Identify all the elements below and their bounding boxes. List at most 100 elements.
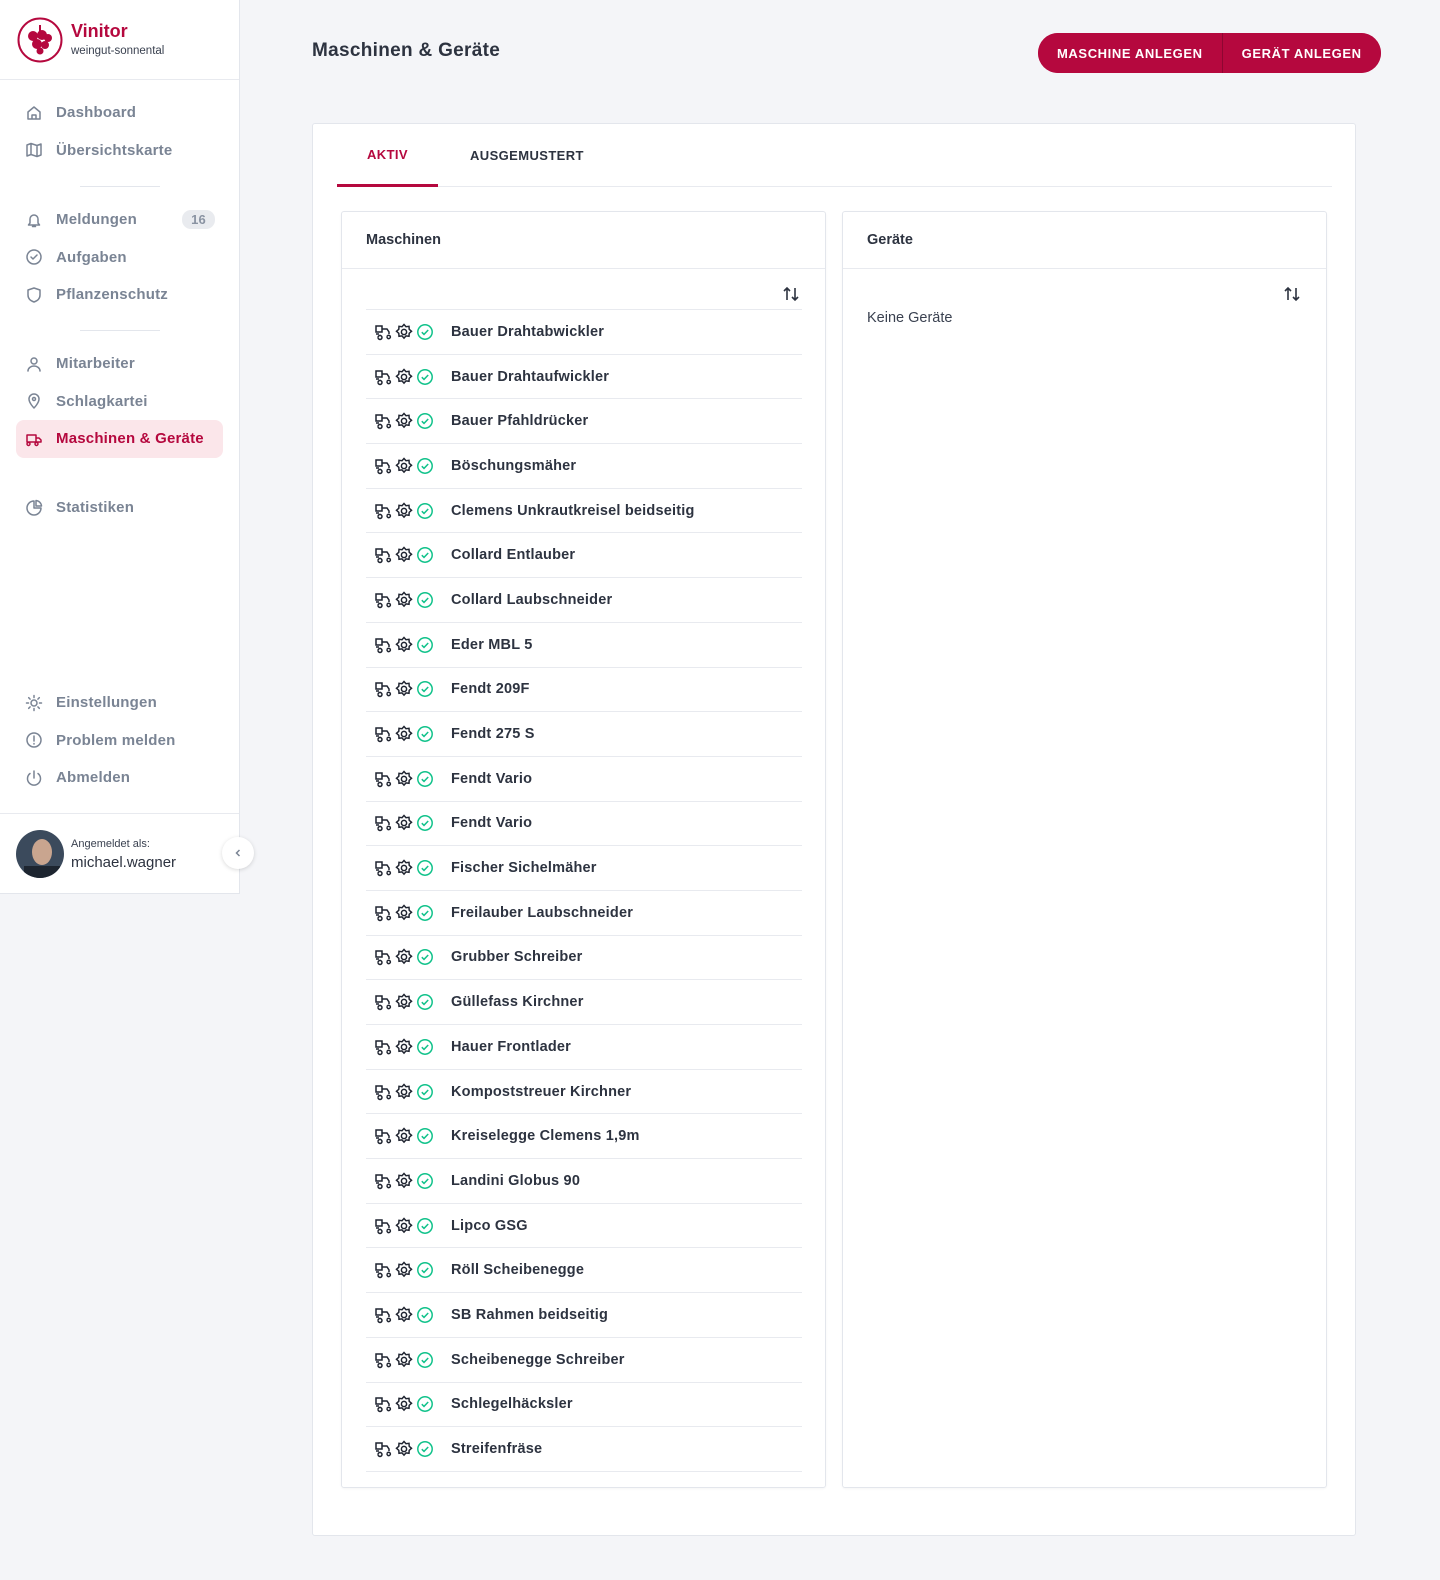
nav-item[interactable]: Abmelden	[16, 759, 223, 797]
status-icons	[375, 323, 433, 341]
panel-title: Geräte	[843, 212, 1326, 269]
machine-row[interactable]: Landini Globus 90	[366, 1159, 802, 1204]
machine-row[interactable]: Scheibenegge Schreiber	[366, 1338, 802, 1383]
nav-item[interactable]: Einstellungen	[16, 684, 223, 722]
machine-name: Bauer Drahtabwickler	[451, 323, 605, 340]
machine-row[interactable]: Kompoststreuer Kirchner	[366, 1070, 802, 1115]
machine-row[interactable]: Fendt Vario	[366, 802, 802, 847]
nav-group: Mitarbeiter Schlagkartei Maschinen & Gerät…	[16, 345, 223, 458]
machine-name: Fendt Vario	[451, 815, 533, 832]
actions: MASCHINE ANLEGEN GERÄT ANLEGEN	[1038, 33, 1381, 73]
nav-item[interactable]: Schlagkartei	[16, 383, 223, 421]
nav-group: Meldungen 16 Aufgaben Pflanzenschutz	[16, 201, 223, 314]
nav-icon	[27, 357, 41, 372]
nav-label: Aufgaben	[56, 248, 127, 266]
machine-name: Collard Entlauber	[451, 547, 576, 564]
status-icons	[375, 1082, 433, 1100]
nav-label: Abmelden	[56, 769, 131, 787]
brand-tenant: weingut-sonnental	[71, 45, 165, 57]
status-icons	[375, 948, 433, 966]
machine-row[interactable]: Freilauber Laubschneider	[366, 891, 802, 936]
nav-item[interactable]: Mitarbeiter	[16, 345, 223, 383]
nav-icon	[26, 143, 42, 158]
logo	[17, 17, 63, 63]
machines-panel: Maschinen Bauer Drahtabwickler Bauer Drah…	[341, 211, 826, 1488]
machine-row[interactable]: Clemens Unkrautkreisel beidseitig	[366, 489, 802, 534]
machine-row[interactable]: Fendt Vario	[366, 757, 802, 802]
nav-label: Problem melden	[56, 731, 176, 749]
machine-name: Schlegelhäcksler	[451, 1396, 573, 1413]
machine-row[interactable]: Lipco GSG	[366, 1204, 802, 1249]
status-icons	[375, 770, 433, 787]
nav-icon	[27, 106, 41, 120]
status-icons	[375, 1127, 433, 1145]
machine-name: Eder MBL 5	[451, 636, 533, 653]
status-icons	[375, 1038, 433, 1056]
nav-badge: 16	[182, 210, 215, 230]
machine-list: Bauer Drahtabwickler Bauer Drahtaufwickle…	[366, 309, 802, 1472]
nav-item[interactable]: Pflanzenschutz	[16, 276, 223, 314]
machine-name: Freilauber Laubschneider	[451, 904, 634, 921]
machine-row[interactable]: Böschungsmäher	[366, 444, 802, 489]
nav-label: Übersichtskarte	[56, 141, 173, 159]
machine-row[interactable]: Collard Laubschneider	[366, 578, 802, 623]
machine-row[interactable]: Bauer Drahtabwickler	[366, 310, 802, 355]
content-card: AKTIV AUSGEMUSTERT Maschinen Bauer Drahta…	[312, 123, 1356, 1536]
status-icons	[375, 1172, 433, 1190]
nav-icon	[26, 770, 42, 786]
machine-row[interactable]: Fendt 209F	[366, 668, 802, 713]
machine-row[interactable]: Güllefass Kirchner	[366, 980, 802, 1025]
machine-row[interactable]: Bauer Drahtaufwickler	[366, 355, 802, 400]
machine-row[interactable]: Fischer Sichelmäher	[366, 846, 802, 891]
tab[interactable]: AKTIV	[337, 124, 438, 187]
add-machine-button[interactable]: MASCHINE ANLEGEN	[1038, 33, 1222, 73]
nav-icon	[27, 287, 41, 303]
nav-icon	[26, 249, 42, 265]
panel-title: Maschinen	[342, 212, 825, 269]
machine-name: Bauer Pfahldrücker	[451, 413, 589, 430]
status-icons	[375, 546, 433, 564]
status-icons	[375, 636, 433, 653]
machine-name: Clemens Unkrautkreisel beidseitig	[451, 502, 695, 519]
add-device-button[interactable]: GERÄT ANLEGEN	[1221, 33, 1381, 73]
nav-item[interactable]: Meldungen 16	[16, 201, 223, 239]
machine-row[interactable]: Collard Entlauber	[366, 533, 802, 579]
collapse-button[interactable]	[222, 837, 254, 869]
status-icons	[375, 412, 433, 430]
nav-label: Schlagkartei	[56, 392, 148, 410]
status-icons	[375, 1351, 433, 1368]
nav-group: Dashboard Übersichtskarte	[16, 94, 223, 169]
machine-name: Fendt 209F	[451, 681, 530, 698]
nav-item[interactable]: Dashboard	[16, 94, 223, 132]
nav-item[interactable]: Maschinen & Geräte	[16, 420, 223, 458]
nav-label: Pflanzenschutz	[56, 286, 168, 304]
status-icons	[375, 1261, 433, 1279]
nav-label: Dashboard	[56, 104, 137, 122]
sort-button[interactable]	[1283, 285, 1301, 303]
machine-name: Röll Scheibenegge	[451, 1262, 585, 1279]
nav-item[interactable]: Aufgaben	[16, 239, 223, 277]
sidebar: Vinitor weingut-sonnental Angemeldet als…	[0, 0, 240, 894]
machine-row[interactable]: SB Rahmen beidseitig	[366, 1293, 802, 1338]
footer-nav: Einstellungen Problem melden Abmelden	[16, 684, 223, 797]
machine-name: Fischer Sichelmäher	[451, 860, 597, 877]
machine-row[interactable]: Röll Scheibenegge	[366, 1248, 802, 1294]
machine-row[interactable]: Hauer Frontlader	[366, 1025, 802, 1070]
machine-row[interactable]: Fendt 275 S	[366, 712, 802, 757]
machine-row[interactable]: Kreiselegge Clemens 1,9m	[366, 1114, 802, 1160]
nav-item[interactable]: Übersichtskarte	[16, 132, 223, 170]
machine-name: Scheibenegge Schreiber	[451, 1351, 625, 1368]
machine-row[interactable]: Streifenfräse	[366, 1427, 802, 1472]
nav-item[interactable]: Problem melden	[16, 722, 223, 760]
machine-name: Böschungsmäher	[451, 457, 577, 474]
sort-button[interactable]	[782, 285, 800, 303]
machine-name: SB Rahmen beidseitig	[451, 1306, 609, 1323]
nav-item[interactable]: Statistiken	[16, 489, 223, 527]
machine-row[interactable]: Grubber Schreiber	[366, 936, 802, 981]
status-icons	[375, 1306, 433, 1324]
machine-row[interactable]: Bauer Pfahldrücker	[366, 399, 802, 445]
machine-row[interactable]: Schlegelhäcksler	[366, 1383, 802, 1428]
machine-row[interactable]: Eder MBL 5	[366, 623, 802, 668]
tab[interactable]: AUSGEMUSTERT	[470, 148, 584, 163]
